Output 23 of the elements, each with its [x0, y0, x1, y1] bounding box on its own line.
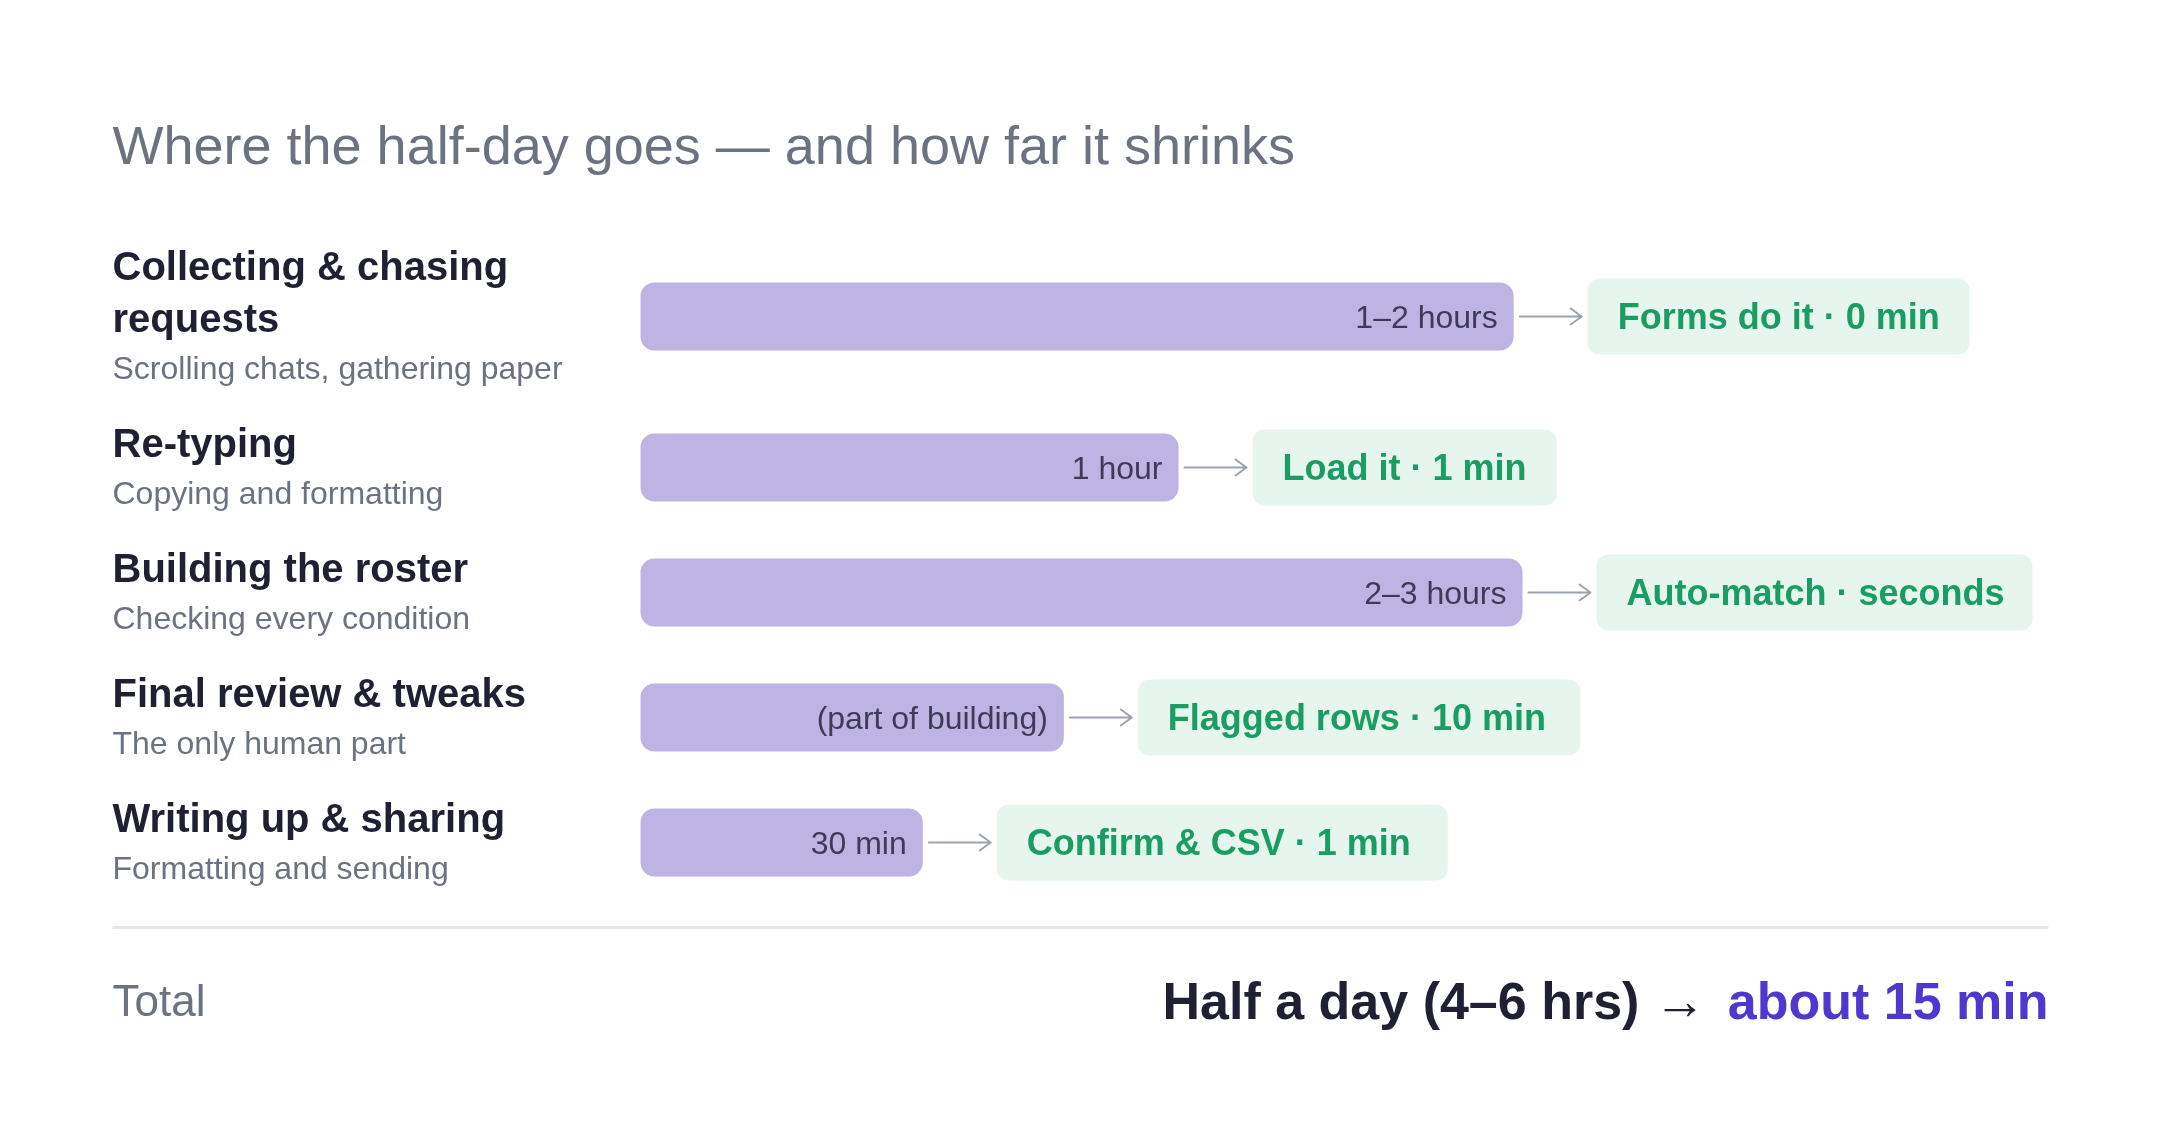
bar	[640, 558, 1523, 627]
y-tick-label: Re-typing Copying and formatting	[112, 420, 444, 511]
annotation: Confirm & CSV · 1 min	[1026, 822, 1411, 863]
chart-title: Where the half-day goes — and how far it shrinks	[112, 114, 1296, 175]
text: Half a day (4–6 hrs) →	[1162, 971, 1706, 1030]
annotation: (part of building)	[816, 699, 1048, 736]
y-tick-label: Collecting & chasing requests Scrolling chats, gathering paper	[112, 243, 563, 386]
annotation: Forms do it · 0 min	[1617, 296, 1940, 337]
text: Total	[112, 976, 206, 1025]
annotation: 2–3 hours	[1364, 574, 1507, 611]
bar	[640, 683, 1064, 752]
y-tick-label: Final review & tweaks The only human part	[112, 670, 527, 761]
annotation: 1 hour	[1071, 449, 1163, 486]
text: about 15 min	[1727, 971, 2049, 1030]
annotation: Auto-match · seconds	[1626, 572, 2005, 613]
bar	[640, 808, 923, 877]
bar	[640, 433, 1179, 502]
annotation: 30 min	[810, 824, 907, 861]
y-tick-label: Writing up & sharing Formatting and sending	[112, 795, 506, 886]
annotation: Flagged rows · 10 min	[1167, 697, 1546, 738]
annotation: 1–2 hours	[1355, 298, 1498, 335]
y-tick-label: Building the roster Checking every condition	[112, 545, 471, 636]
annotation: Load it · 1 min	[1282, 447, 1527, 488]
